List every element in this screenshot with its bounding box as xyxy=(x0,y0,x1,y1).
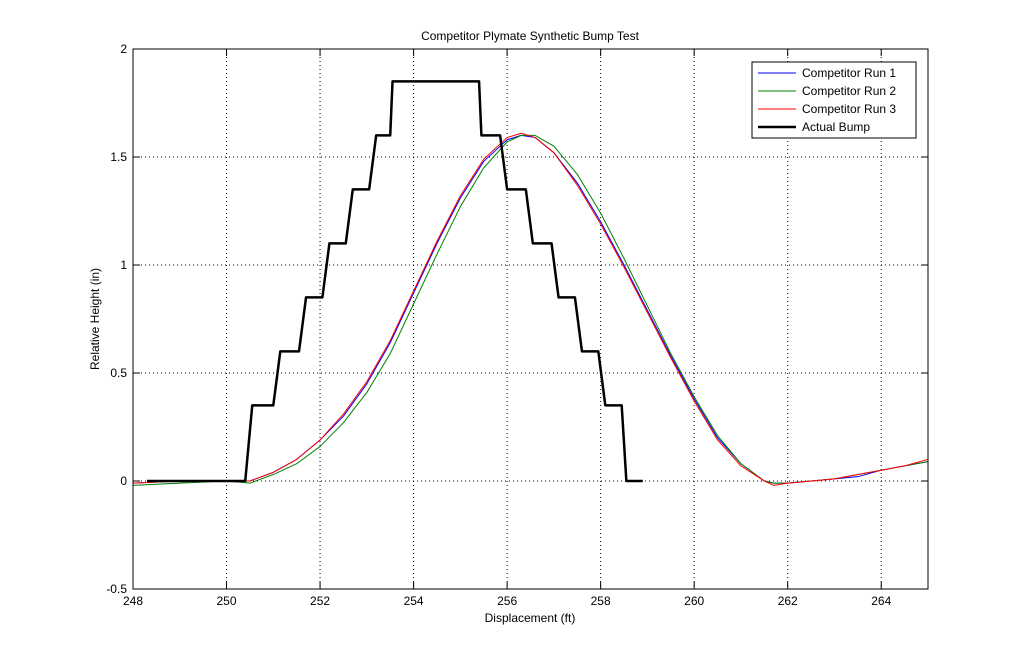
plot-border xyxy=(132,48,929,590)
y-axis-label: Relative Height (in) xyxy=(88,268,102,370)
legend-label: Competitor Run 2 xyxy=(802,84,896,98)
chart-title: Competitor Plymate Synthetic Bump Test xyxy=(421,29,640,43)
legend-label: Actual Bump xyxy=(802,120,870,134)
y-tick-label: 1.5 xyxy=(110,150,127,164)
x-tick-label: 258 xyxy=(591,594,611,608)
axis-ticks xyxy=(132,48,928,590)
x-tick-label: 262 xyxy=(778,594,798,608)
x-tick-label: 264 xyxy=(871,594,891,608)
legend-label: Competitor Run 3 xyxy=(802,102,896,116)
legend: Competitor Run 1 Competitor Run 2 Competit… xyxy=(751,61,917,139)
series-group xyxy=(133,80,928,486)
legend-box xyxy=(751,61,917,139)
x-tick-label: 248 xyxy=(123,594,143,608)
x-tick-label: 252 xyxy=(310,594,330,608)
series-line-competitor-run-3 xyxy=(133,132,928,486)
x-axis-label: Displacement (ft) xyxy=(485,611,576,625)
y-tick-label: 2 xyxy=(120,42,127,56)
tick-labels: 248 250 252 254 256 258 260 262 264 -0.5 0 0.5 1 1.5 2 xyxy=(106,42,891,608)
series-line-actual-bump xyxy=(147,80,643,483)
legend-label: Competitor Run 1 xyxy=(802,66,896,80)
plot-area xyxy=(133,49,928,589)
y-tick-label: 0 xyxy=(120,474,127,488)
x-tick-label: 260 xyxy=(684,594,704,608)
y-tick-label: 0.5 xyxy=(110,366,127,380)
y-tick-label: -0.5 xyxy=(106,582,127,596)
x-tick-label: 256 xyxy=(497,594,517,608)
y-tick-label: 1 xyxy=(120,258,127,272)
x-tick-label: 250 xyxy=(217,594,237,608)
x-tick-label: 254 xyxy=(404,594,424,608)
grid-lines xyxy=(133,49,928,589)
